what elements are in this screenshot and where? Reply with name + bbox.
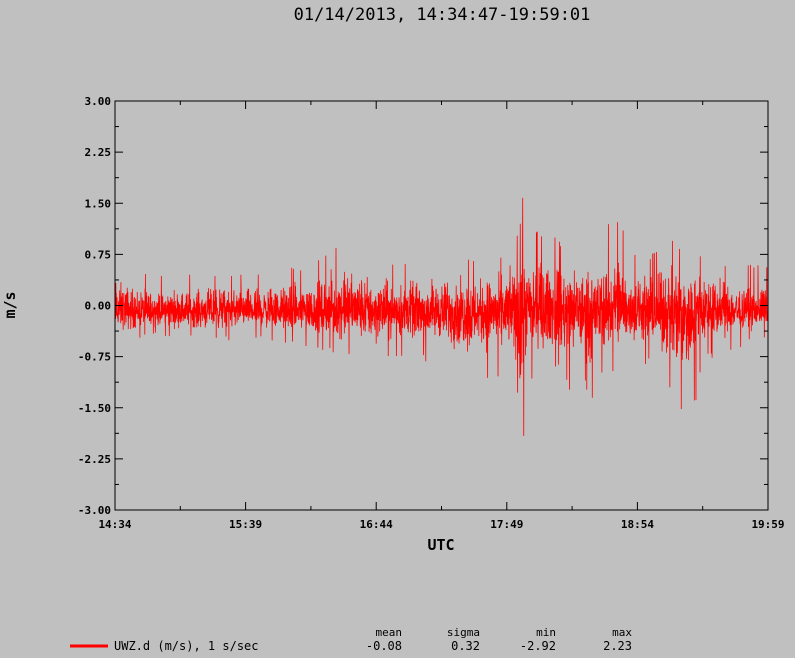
- y-axis: 3.00 2.25 1.50 0.75 0.00 -0.75 -1.50 -2.25 -3.00: [78, 95, 768, 517]
- stat-header-max: max: [612, 626, 632, 639]
- stat-header-min: min: [536, 626, 556, 639]
- legend-label: UWZ.d (m/s), 1 s/sec: [114, 639, 259, 653]
- y-axis-label: m/s: [1, 291, 19, 318]
- y-tick-label: 2.25: [85, 146, 112, 159]
- x-tick-label: 18:54: [621, 518, 654, 531]
- x-axis: 14:34 15:39 16:44 17:49 18:54 19:59: [98, 101, 785, 531]
- x-tick-label: 14:34: [98, 518, 131, 531]
- y-tick-label: 0.75: [85, 248, 112, 261]
- stats-table: mean sigma min max -0.08 0.32 -2.92 2.23: [366, 626, 632, 653]
- trace-series-uwz: [114, 197, 769, 436]
- y-tick-label: 3.00: [85, 95, 112, 108]
- x-tick-label: 16:44: [360, 518, 393, 531]
- stat-value-sigma: 0.32: [451, 639, 480, 653]
- y-tick-label: 0.00: [85, 300, 112, 313]
- x-tick-label: 19:59: [751, 518, 784, 531]
- x-tick-label: 15:39: [229, 518, 262, 531]
- stat-header-sigma: sigma: [447, 626, 480, 639]
- trace-line: [114, 197, 769, 436]
- chart-title: 01/14/2013, 14:34:47-19:59:01: [294, 5, 591, 25]
- y-tick-label: 1.50: [85, 197, 112, 210]
- x-tick-label: 17:49: [490, 518, 523, 531]
- stat-value-mean: -0.08: [366, 639, 402, 653]
- y-tick-label: -3.00: [78, 504, 111, 517]
- y-tick-label: -1.50: [78, 402, 111, 415]
- y-tick-label: -0.75: [78, 351, 111, 364]
- x-axis-label: UTC: [427, 536, 454, 554]
- legend: UWZ.d (m/s), 1 s/sec: [70, 639, 259, 653]
- stat-value-min: -2.92: [520, 639, 556, 653]
- y-tick-label: -2.25: [78, 453, 111, 466]
- stat-value-max: 2.23: [603, 639, 632, 653]
- stat-header-mean: mean: [376, 626, 403, 639]
